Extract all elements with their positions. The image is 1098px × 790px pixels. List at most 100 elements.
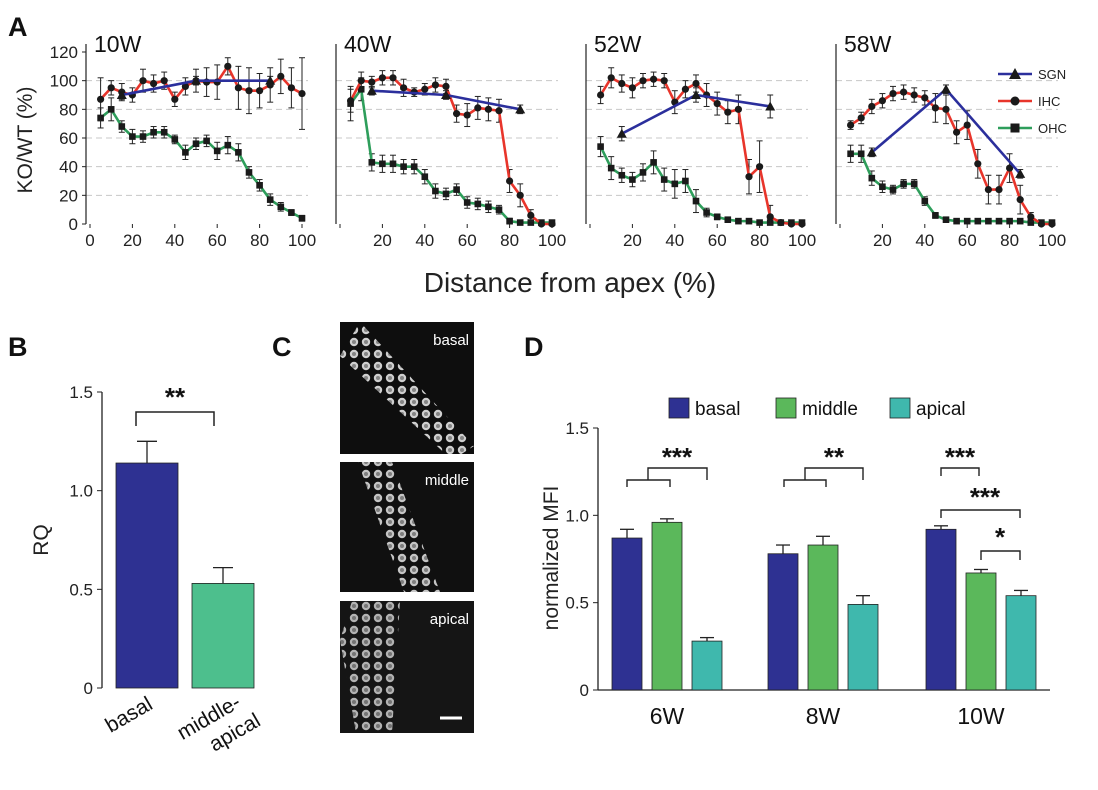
micrograph-label-basal: basal	[433, 332, 469, 349]
x-tick-label: 60	[958, 231, 977, 250]
bar-basal-10W	[925, 528, 957, 691]
x-tick-label: 80	[750, 231, 769, 250]
data-point-ohc	[932, 212, 939, 219]
data-point-ihc	[607, 74, 615, 82]
series-line-ihc	[599, 76, 802, 226]
data-point-ihc	[745, 173, 753, 181]
x-tick-label: 20	[873, 231, 892, 250]
data-point-ohc	[235, 149, 242, 156]
series-ihc	[347, 70, 556, 228]
data-point-ohc	[453, 186, 460, 193]
data-point-ohc	[129, 133, 136, 140]
data-point-ohc	[118, 123, 126, 130]
data-point-ihc	[650, 75, 658, 83]
panel-b-y-axis-label: RQ	[30, 524, 53, 556]
data-point-ohc	[650, 159, 657, 166]
x-tick-label: 80	[1000, 231, 1019, 250]
data-point-ohc	[953, 217, 960, 225]
data-point-ihc	[97, 95, 105, 103]
data-point-sgn	[616, 128, 627, 138]
bar-basal	[115, 462, 179, 689]
data-point-ihc	[442, 82, 450, 90]
significance-bracket	[804, 467, 864, 480]
series-ohc	[97, 97, 306, 222]
data-point-ihc	[347, 97, 355, 105]
data-point-ohc	[379, 160, 386, 168]
data-point-ohc	[900, 180, 907, 188]
bar-apical-8W	[847, 604, 879, 691]
series-ohc	[597, 136, 806, 226]
data-point-ohc	[660, 176, 668, 183]
data-point-ohc	[857, 150, 865, 158]
legend-label-apical: apical	[916, 399, 966, 420]
series-line-ihc	[349, 76, 552, 226]
data-point-ohc	[942, 216, 950, 223]
data-point-sgn	[191, 75, 201, 85]
data-point-ihc	[378, 74, 386, 82]
data-point-ohc	[692, 197, 700, 205]
panel-d-y-axis-label: normalized MFI	[540, 486, 563, 631]
significance-stars: **	[824, 442, 845, 472]
significance-bracket	[980, 550, 1021, 560]
x-tick-label: 40	[915, 231, 934, 250]
data-point-ihc	[453, 110, 461, 118]
y-tick-label: 40	[59, 158, 78, 177]
significance-bracket	[626, 479, 671, 487]
significance-stars: **	[165, 382, 186, 412]
significance-bracket	[940, 509, 1021, 518]
data-point-ohc	[516, 219, 524, 226]
legend-swatch-apical	[889, 397, 911, 419]
series-ihc	[597, 67, 806, 228]
x-tick-label: 0	[85, 231, 94, 250]
data-point-ohc	[213, 147, 221, 155]
data-point-ohc	[682, 177, 689, 185]
data-point-ihc	[537, 220, 546, 228]
data-point-ohc	[1027, 219, 1035, 226]
data-point-ihc	[756, 163, 764, 171]
data-point-ohc	[107, 106, 115, 113]
data-point-ihc	[139, 77, 147, 85]
data-point-ohc	[463, 199, 471, 206]
data-point-ohc	[485, 203, 492, 211]
data-point-ohc	[224, 141, 232, 149]
data-point-ihc	[889, 89, 897, 98]
data-point-ohc	[256, 182, 263, 189]
significance-stars: ***	[945, 442, 976, 472]
data-point-ohc	[671, 180, 679, 188]
data-point-ohc	[868, 174, 876, 182]
x-tick-label: 20	[373, 231, 392, 250]
data-point-ohc	[474, 200, 482, 208]
x-tick-label: 60	[458, 231, 477, 250]
data-point-ohc	[442, 190, 450, 198]
data-point-ihc	[931, 104, 940, 112]
data-point-ohc	[618, 171, 626, 179]
data-point-ohc	[756, 219, 763, 226]
data-point-ohc	[495, 206, 503, 213]
data-point-ohc	[703, 209, 710, 216]
data-point-ihc	[431, 81, 439, 89]
panel-letter-b: B	[8, 332, 28, 362]
data-point-ihc	[150, 79, 158, 88]
data-point-ohc	[879, 183, 886, 191]
data-point-ihc	[160, 77, 168, 85]
data-point-ihc	[692, 79, 700, 88]
data-point-ihc	[766, 213, 774, 221]
x-tick-label: 100	[538, 231, 566, 250]
bar-apical-10W	[1005, 595, 1037, 691]
panel-letter-d: D	[524, 332, 544, 362]
x-tick-label: 100	[288, 231, 316, 250]
category-label-10W: 10W	[957, 703, 1005, 729]
data-point-ihc	[245, 87, 253, 95]
data-point-ohc	[974, 217, 982, 225]
y-tick-label: 60	[59, 129, 78, 148]
data-point-ihc	[484, 105, 492, 113]
data-point-ihc	[368, 78, 376, 86]
x-tick-label: 100	[788, 231, 816, 250]
data-point-sgn	[691, 90, 701, 99]
panel-letter-c: C	[272, 332, 292, 362]
data-point-ohc	[421, 173, 429, 180]
data-point-ohc	[889, 186, 897, 193]
y-tick-label: 1.0	[565, 506, 589, 525]
category-label-basal: basal	[102, 692, 157, 737]
panel-a-subplot-58W: 20 40 60 80 100 58W	[835, 31, 1066, 250]
